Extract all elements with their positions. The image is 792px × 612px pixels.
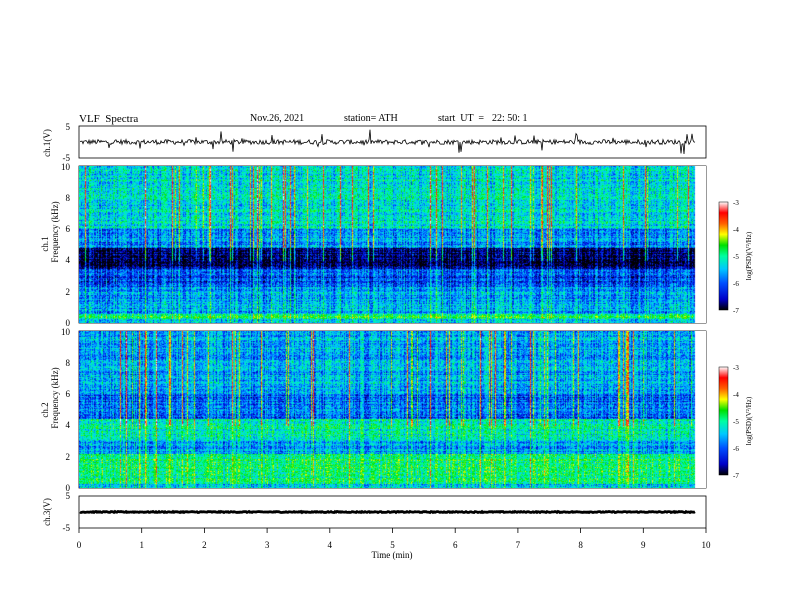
- ch2-freq-tick-2: 2: [66, 452, 71, 462]
- panel-ch3-waveform: 5 -5 ch.3(V): [42, 491, 707, 533]
- ch2-spectrogram-ylabel-channel: ch.2: [40, 402, 50, 417]
- colorbar-ch2-tick-m6: -6: [733, 445, 739, 453]
- time-axis-ticklabel-3: 3: [265, 540, 270, 550]
- time-axis-ticklabel-7: 7: [516, 540, 521, 550]
- colorbar-ch2-label: log(PSD)(V²/Hz): [745, 396, 753, 445]
- ch3-waveform-trace: [79, 509, 696, 515]
- ch1-freq-tick-8: 8: [66, 193, 71, 203]
- ch1-freq-tick-10: 10: [61, 162, 71, 172]
- ch2-freq-tick-6: 6: [66, 389, 71, 399]
- colorbar-ch2-scale: [718, 366, 729, 476]
- time-axis-ticklabel-1: 1: [139, 540, 144, 550]
- colorbar-ch2-tick-m4: -4: [733, 391, 739, 399]
- ch2-spectrogram-heatmap: [79, 331, 706, 488]
- header-station: station= ATH: [344, 113, 398, 124]
- colorbar-ch2-tick-m7: -7: [733, 472, 739, 480]
- ch1-spectrogram-heatmap: [79, 166, 706, 323]
- ch2-freq-tick-10: 10: [61, 327, 71, 337]
- ch2-freq-tick-8: 8: [66, 358, 71, 368]
- header-date: Nov.26, 2021: [250, 113, 305, 124]
- colorbar-ch2-tick-m5: -5: [733, 418, 739, 426]
- ch1-ytick-top: 5: [66, 122, 71, 132]
- time-axis-ticklabel-2: 2: [202, 540, 207, 550]
- ch1-spectrogram-yticks: 0 2 4 6 8 10: [61, 162, 71, 328]
- ch1-spectrogram-ylabel-frequency: Frequency (kHz): [50, 201, 60, 262]
- ch1-waveform-ylabel: ch.1(V): [42, 129, 52, 157]
- ch2-spectrogram-ylabel-frequency: Frequency (kHz): [50, 367, 60, 428]
- colorbar-ch1-tick-m6: -6: [733, 280, 739, 288]
- ch1-spectrogram-ylabel-channel: ch.1: [40, 236, 50, 251]
- time-axis-ticklabel-9: 9: [641, 540, 646, 550]
- panel-ch1-waveform: 5 -5 ch.1(V): [42, 122, 707, 163]
- header-start-time: 22: 50: 1: [492, 113, 528, 124]
- ch3-ytick-bottom: -5: [63, 523, 71, 533]
- header-start-label: start UT =: [438, 113, 485, 124]
- ch3-waveform-ylabel: ch.3(V): [42, 498, 52, 526]
- ch1-ytick-bottom: -5: [63, 153, 71, 163]
- colorbar-ch1-scale: [718, 201, 729, 311]
- ch1-freq-tick-2: 2: [66, 287, 71, 297]
- ch3-ytick-top: 5: [66, 491, 71, 501]
- ch2-spectrogram-yticks: 0 2 4 6 8 10: [61, 327, 71, 493]
- colorbar-ch2-tick-m3: -3: [733, 364, 739, 372]
- ch1-freq-tick-4: 4: [66, 255, 71, 265]
- ch1-waveform-trace: [79, 129, 696, 155]
- time-axis-label: Time (min): [372, 550, 413, 560]
- ch2-freq-tick-4: 4: [66, 420, 71, 430]
- ch2-freq-tick-0: 0: [66, 483, 71, 493]
- colorbar-ch1-tick-m4: -4: [733, 226, 739, 234]
- time-axis-ticklabel-10: 10: [702, 540, 712, 550]
- ch1-waveform-frame: [78, 125, 707, 159]
- figure-title: VLF Spectra: [79, 113, 139, 125]
- colorbar-ch1-label: log(PSD)(V²/Hz): [745, 231, 753, 280]
- ch1-freq-tick-0: 0: [66, 318, 71, 328]
- colorbar-ch2: -3 -4 -5 -6 -7 log(PSD)(V²/Hz): [718, 364, 753, 480]
- time-axis-ticklabel-5: 5: [390, 540, 395, 550]
- time-axis: 0 1 2 3 4 5 6 7 8 9 10: [77, 528, 711, 550]
- colorbar-ch1-tick-m5: -5: [733, 253, 739, 261]
- colorbar-ch1-tick-m7: -7: [733, 307, 739, 315]
- colorbar-ch1-tick-m3: -3: [733, 199, 739, 207]
- time-axis-ticklabel-4: 4: [328, 540, 333, 550]
- time-axis-ticklabel-6: 6: [453, 540, 458, 550]
- ch1-freq-tick-6: 6: [66, 224, 71, 234]
- colorbar-ch1: -3 -4 -5 -6 -7 log(PSD)(V²/Hz): [718, 199, 753, 315]
- time-axis-ticklabel-8: 8: [578, 540, 583, 550]
- time-axis-ticklabel-0: 0: [77, 540, 82, 550]
